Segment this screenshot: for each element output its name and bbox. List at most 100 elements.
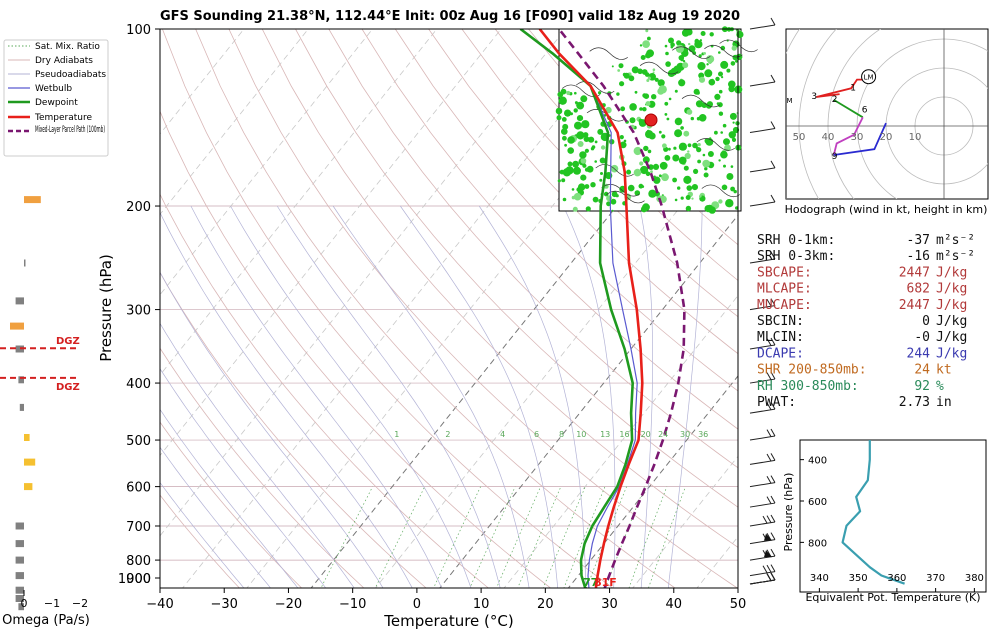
barb-feather	[766, 496, 772, 504]
barb-staff	[749, 128, 776, 134]
wind-barb	[749, 548, 776, 561]
omega-bar	[18, 376, 24, 384]
hodograph-height-label: 2	[832, 95, 838, 105]
wind-barb	[749, 194, 776, 207]
wind-barb	[749, 371, 776, 384]
precip-cell	[724, 154, 727, 157]
precip-cell	[574, 121, 582, 130]
barb-feather	[770, 74, 776, 83]
precip-cell	[686, 185, 693, 191]
wind-barb	[749, 160, 776, 173]
dewpoint-line	[519, 29, 634, 588]
wind-barb	[749, 401, 776, 414]
mixing-ratio-line	[542, 486, 586, 588]
stat-unit: J/kg	[936, 298, 967, 313]
omega-bar	[15, 540, 24, 548]
precip-cell	[661, 134, 666, 139]
precip-cell	[567, 136, 575, 144]
precip-cell	[730, 165, 734, 168]
x-tick-label: 10	[473, 597, 490, 612]
precip-cell	[720, 60, 729, 69]
theta-e-x-label: Equivalent Pot. Temperature (K)	[805, 591, 980, 604]
wind-barb	[749, 17, 776, 30]
legend-label: Temperature	[34, 113, 92, 123]
wind-barb	[749, 564, 776, 577]
precip-cell	[594, 140, 598, 144]
precip-cell	[685, 205, 692, 212]
stat-value: 2447	[899, 265, 930, 280]
precip-cell	[680, 126, 684, 130]
precip-cell	[623, 139, 627, 143]
pseudoadiabat	[190, 205, 442, 588]
x-tick-label: −20	[275, 597, 302, 612]
theta-e-line	[841, 440, 905, 585]
precip-cell	[588, 136, 595, 143]
precip-cell	[557, 179, 561, 183]
precip-cell	[686, 109, 693, 115]
theta-e-y-tick-label: 800	[808, 538, 827, 549]
precip-cell	[603, 191, 609, 197]
omega-ticks: 0 −1 −2	[21, 590, 88, 610]
precip-cell	[720, 131, 723, 134]
barb-staff	[749, 201, 776, 207]
precip-cell	[645, 130, 654, 139]
precip-cell	[702, 159, 711, 168]
mixing-ratio-label: 1	[394, 430, 399, 439]
hodograph-ring-label: 20	[880, 132, 893, 143]
precip-cell	[647, 36, 651, 41]
barb-staff	[749, 579, 776, 585]
mixing-ratio-label: 10	[576, 430, 586, 439]
precip-cell	[665, 61, 671, 67]
wind-barb	[749, 453, 776, 465]
precip-cell	[580, 157, 587, 164]
precip-cell	[665, 51, 669, 56]
barb-feather	[770, 495, 776, 504]
barb-feather	[766, 453, 772, 462]
barb-staff	[749, 24, 776, 30]
precip-cell	[668, 37, 674, 44]
dry-adiabat	[295, 29, 738, 508]
precip-cell	[555, 107, 563, 115]
precip-cell	[594, 160, 597, 163]
barb-feather	[770, 564, 776, 572]
dry-adiabat	[361, 29, 738, 430]
barb-feather	[770, 194, 776, 203]
precip-cell	[647, 76, 651, 80]
precip-cell	[707, 151, 714, 157]
precip-cell	[573, 192, 582, 201]
mixing-ratio-label: 36	[698, 430, 708, 439]
precip-cell	[724, 144, 731, 152]
pseudoadiabat	[276, 205, 501, 588]
precip-cell	[693, 88, 700, 95]
theta-e-x-tick-label: 380	[965, 573, 984, 584]
precip-cell	[674, 129, 683, 138]
precip-cell	[619, 141, 627, 149]
pseudoadiabat	[230, 205, 472, 588]
mixing-ratio-label: 2	[445, 430, 450, 439]
stat-row: MUCAPE: 2447 J/kg	[757, 298, 967, 313]
legend-box	[3, 39, 109, 157]
stat-unit: %	[936, 379, 944, 394]
precip-cell	[658, 130, 662, 134]
mixing-ratio-line	[320, 486, 373, 588]
mixing-ratio-line	[563, 486, 606, 588]
precip-cell	[703, 172, 709, 178]
mixing-ratio-labels: 1 2 4 6 8 10 13 16 20 24 30 36	[394, 430, 708, 439]
precip-cell	[725, 199, 734, 208]
stat-label: MLCIN:	[757, 330, 804, 345]
isotherm	[160, 29, 566, 537]
omega-tick-label: −1	[44, 597, 60, 610]
stat-label: MLCAPE:	[757, 282, 812, 297]
wind-barb	[749, 428, 776, 441]
precip-cell	[668, 97, 672, 101]
precip-cell	[629, 117, 636, 124]
wind-barb	[749, 572, 776, 585]
precip-cell	[597, 128, 604, 135]
precip-cell	[699, 39, 703, 42]
barb-feather	[770, 453, 776, 461]
barb-feather	[770, 121, 776, 129]
dry-adiabat	[494, 29, 738, 282]
precip-cell	[700, 31, 706, 36]
precip-cell	[592, 196, 599, 203]
